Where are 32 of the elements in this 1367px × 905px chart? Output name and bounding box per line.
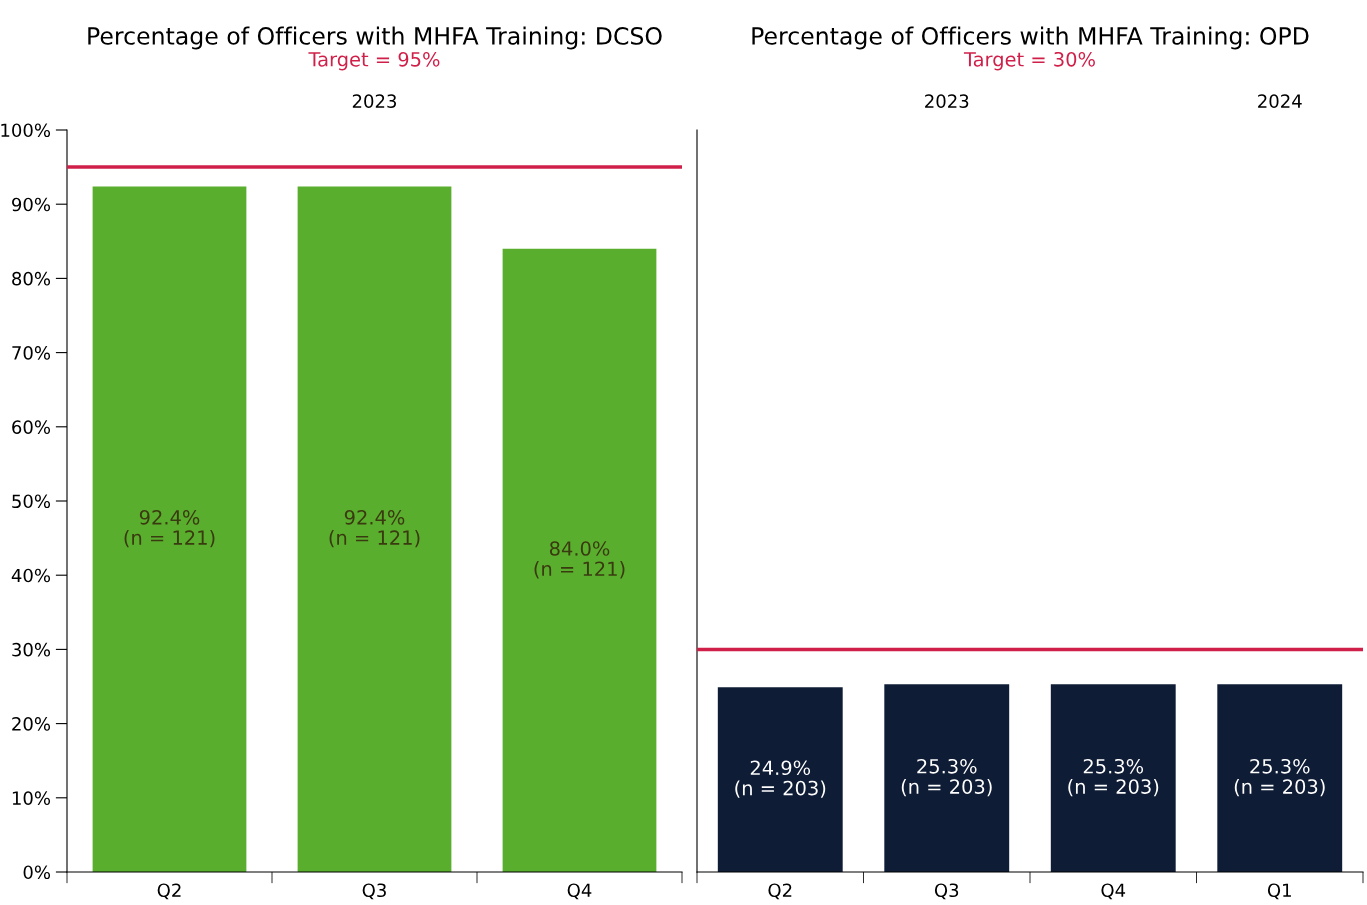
y-tick-label: 20%: [12, 717, 51, 731]
data-label: 25.3% (n = 203): [1068, 758, 1159, 797]
y-tick-label: 80%: [12, 271, 51, 286]
x-tick-label: Q4: [567, 883, 592, 900]
y-tick-label: 70%: [12, 346, 51, 360]
x-tick-label: Q2: [157, 883, 181, 900]
data-label: 25.3% (n = 203): [1234, 758, 1325, 797]
y-tick-label: 50%: [12, 494, 51, 509]
x-tick-label: Q3: [934, 883, 959, 900]
x-tick-label: Q3: [362, 883, 386, 900]
chart-subtitle: Target = 30%: [963, 51, 1095, 71]
chart-title: Percentage of Officers with MHFA Training: DCSO: [88, 26, 662, 50]
data-label: 84.0% (n = 121): [534, 541, 625, 579]
x-tick-label: Q2: [768, 883, 792, 900]
x-tick-label: Q1: [1267, 883, 1291, 900]
y-tick-label: 40%: [11, 568, 51, 583]
text: 2023: [352, 94, 397, 108]
data-label: 24.9% (n = 203): [735, 760, 826, 798]
text: 2024: [1258, 94, 1302, 108]
chart-title: Percentage of Officers with MHFA Training: OPD: [752, 26, 1309, 50]
y-tick-label: 0%: [23, 865, 51, 880]
text: 2023: [925, 94, 969, 108]
y-tick-label: 60%: [12, 420, 51, 434]
y-tick-label: 30%: [12, 642, 51, 657]
y-tick-label: 100%: [1, 123, 51, 138]
chart-subtitle: Target = 95%: [308, 51, 440, 71]
data-label: 25.3% (n = 203): [901, 758, 992, 797]
data-label: 92.4% (n = 121): [124, 509, 215, 548]
x-tick-label: Q4: [1101, 883, 1126, 900]
y-tick-label: 10%: [12, 791, 51, 805]
data-label: 92.4% (n = 121): [329, 509, 420, 548]
y-tick-label: 90%: [12, 197, 51, 212]
